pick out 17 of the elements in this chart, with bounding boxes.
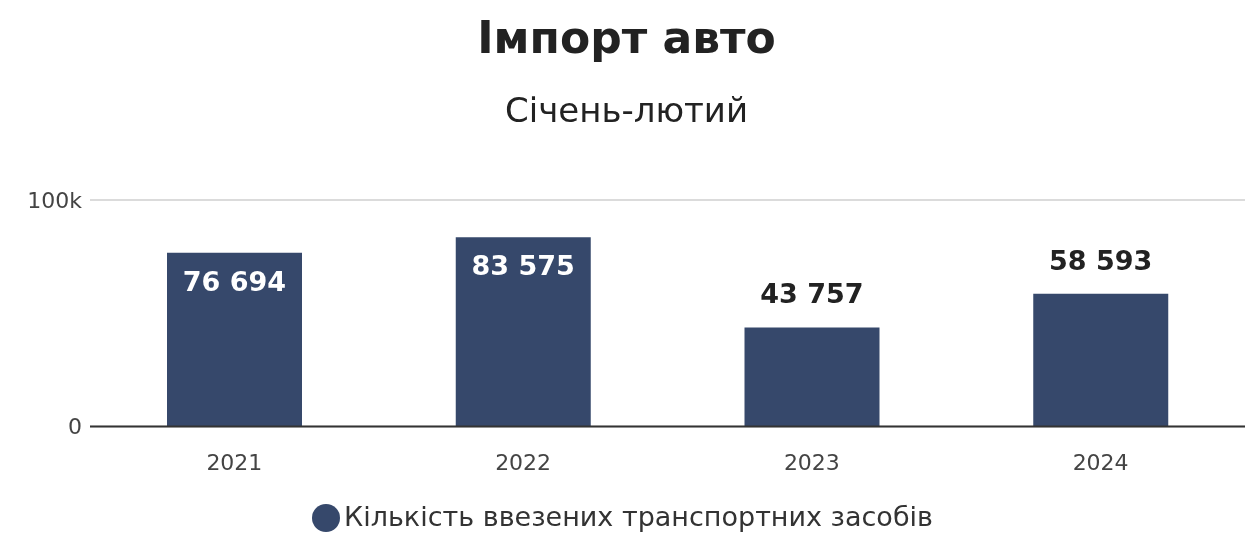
x-tick-label: 2021 xyxy=(206,450,263,476)
y-tick-label: 0 xyxy=(68,414,82,440)
x-tick-label: 2023 xyxy=(783,450,840,476)
data-label: 43 757 xyxy=(760,278,864,310)
data-label: 58 593 xyxy=(1049,244,1153,276)
x-tick-label: 2024 xyxy=(1072,450,1129,476)
chart-title: Імпорт авто xyxy=(476,11,777,65)
bar xyxy=(167,252,302,427)
legend-label: Кількість ввезених транспортних засобів xyxy=(344,500,933,532)
data-label: 76 694 xyxy=(182,265,287,297)
x-tick-label: 2022 xyxy=(495,450,552,476)
y-tick-label: 100k xyxy=(27,187,83,213)
chart-subtitle: Січень-лютий xyxy=(503,90,750,132)
data-label: 83 575 xyxy=(471,250,575,282)
bar xyxy=(744,327,880,427)
bar xyxy=(1033,293,1169,427)
bar xyxy=(455,237,591,427)
